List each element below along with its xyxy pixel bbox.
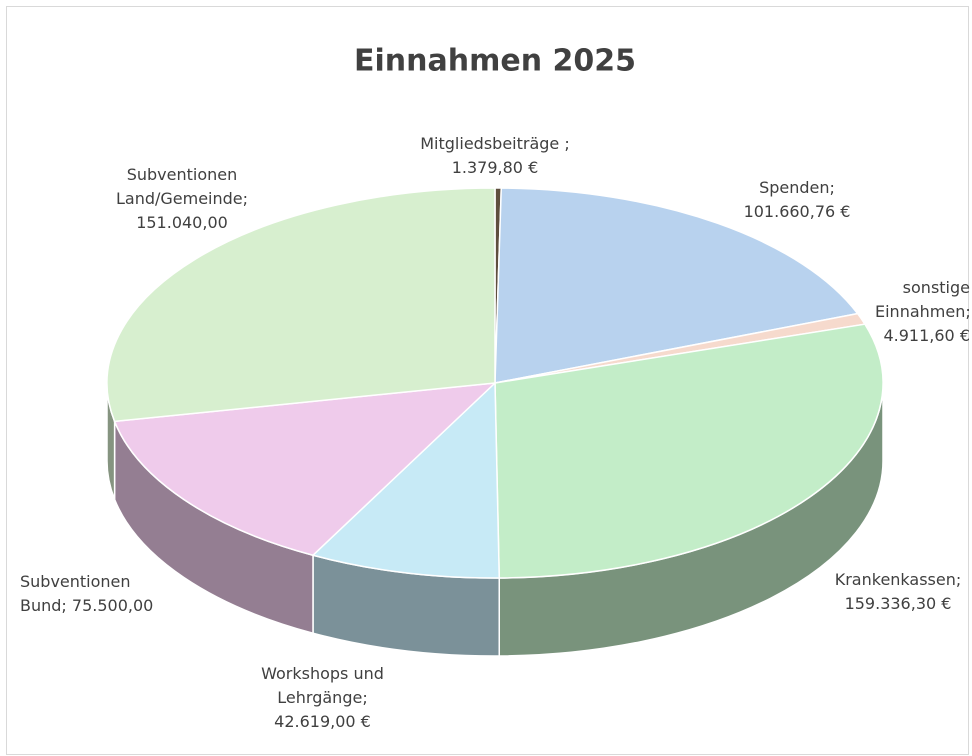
data-label: Mitgliedsbeiträge ; 1.379,80 €	[395, 132, 595, 180]
category-label: Spenden;	[759, 178, 835, 197]
value-label: 151.040,00	[136, 213, 228, 232]
value-label: 1.379,80 €	[451, 158, 539, 177]
pie-slice	[494, 323, 884, 579]
category-label: Krankenkassen;	[834, 570, 962, 589]
value-label: 159.336,30 €	[844, 594, 952, 613]
value-label: 42.619,00 €	[274, 712, 371, 731]
category-label: Workshops und Lehrgänge;	[261, 664, 384, 707]
value-label: 101.660,76 €	[743, 202, 851, 221]
value-label: 75.500,00	[71, 596, 154, 615]
pie-slice	[113, 382, 498, 557]
data-label: Spenden; 101.660,76 €	[717, 176, 877, 224]
data-label: Workshops und Lehrgänge; 42.619,00 €	[245, 662, 400, 734]
data-label: Subventionen Land/Gemeinde; 151.040,00	[97, 163, 267, 235]
value-label: 4.911,60 €	[883, 326, 970, 345]
category-label: Mitgliedsbeiträge ;	[420, 134, 570, 153]
data-label: sonstige Einnahmen; 4.911,60 €	[875, 276, 971, 348]
pie-slice	[311, 381, 501, 579]
data-label: Subventionen Bund; 75.500,00	[20, 570, 155, 618]
data-label: Krankenkassen; 159.336,30 €	[823, 568, 972, 616]
pie-slice	[494, 187, 859, 384]
category-label: sonstige Einnahmen;	[875, 278, 971, 321]
pie-slice	[106, 187, 496, 423]
chart-title: Einnahmen 2025	[354, 44, 636, 79]
category-label: Subventionen Land/Gemeinde;	[115, 165, 249, 208]
category-label: Subventionen Bund;	[20, 572, 131, 615]
